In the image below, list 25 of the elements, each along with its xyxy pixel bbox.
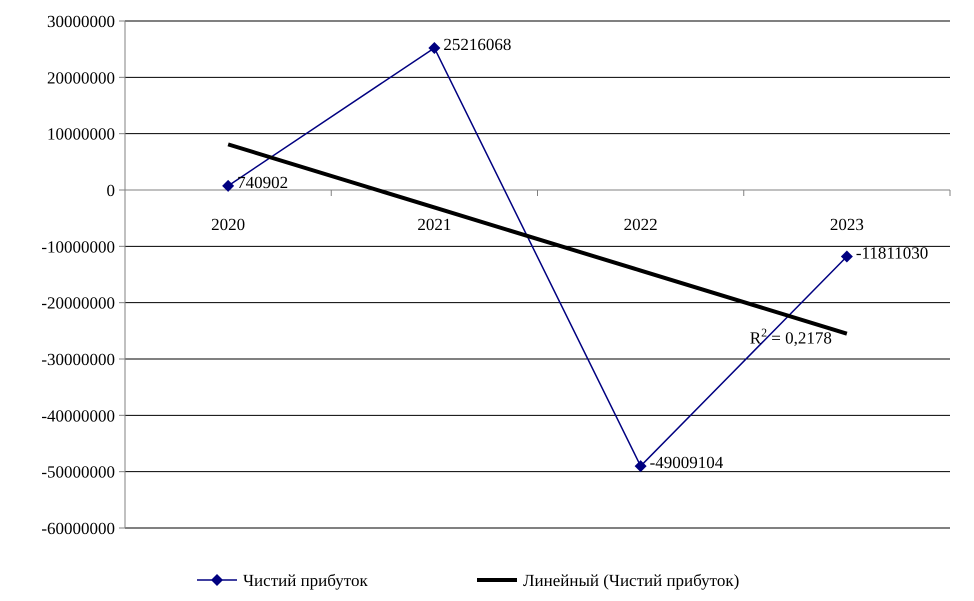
point (428, 42, 440, 54)
x-tick-label: 2023 (830, 215, 864, 234)
y-tick-label: -30000000 (41, 350, 115, 369)
point (840, 250, 853, 263)
legend-label: Чистий прибуток (243, 570, 368, 590)
y-tick-label: -20000000 (41, 294, 115, 313)
y-tick-label: 10000000 (47, 124, 115, 144)
y-tick-label: -40000000 (41, 406, 115, 426)
annotation: R$^{2}$ = 0,2178 (750, 326, 832, 348)
data-label: -49009104 (650, 453, 724, 472)
x-tick-label: 2020 (211, 215, 246, 234)
y-tick-label: -10000000 (41, 237, 115, 256)
x-tick-label: 2022 (624, 215, 658, 234)
y-tick-label: 20000000 (47, 68, 115, 88)
y-tick-label: 0 (106, 180, 115, 200)
point (634, 460, 647, 472)
y-tick-label: -60000000 (41, 518, 115, 538)
point (222, 180, 234, 192)
y-tick-label: 30000000 (47, 12, 115, 31)
data-label: 25216068 (443, 34, 512, 54)
legend-label: Линейный (Чистий прибуток) (523, 570, 740, 590)
y-tick-label: -50000000 (41, 462, 115, 482)
data-label: 740902 (237, 172, 288, 192)
data-label: -11811030 (856, 244, 928, 263)
x-tick-label: 2021 (417, 215, 452, 234)
